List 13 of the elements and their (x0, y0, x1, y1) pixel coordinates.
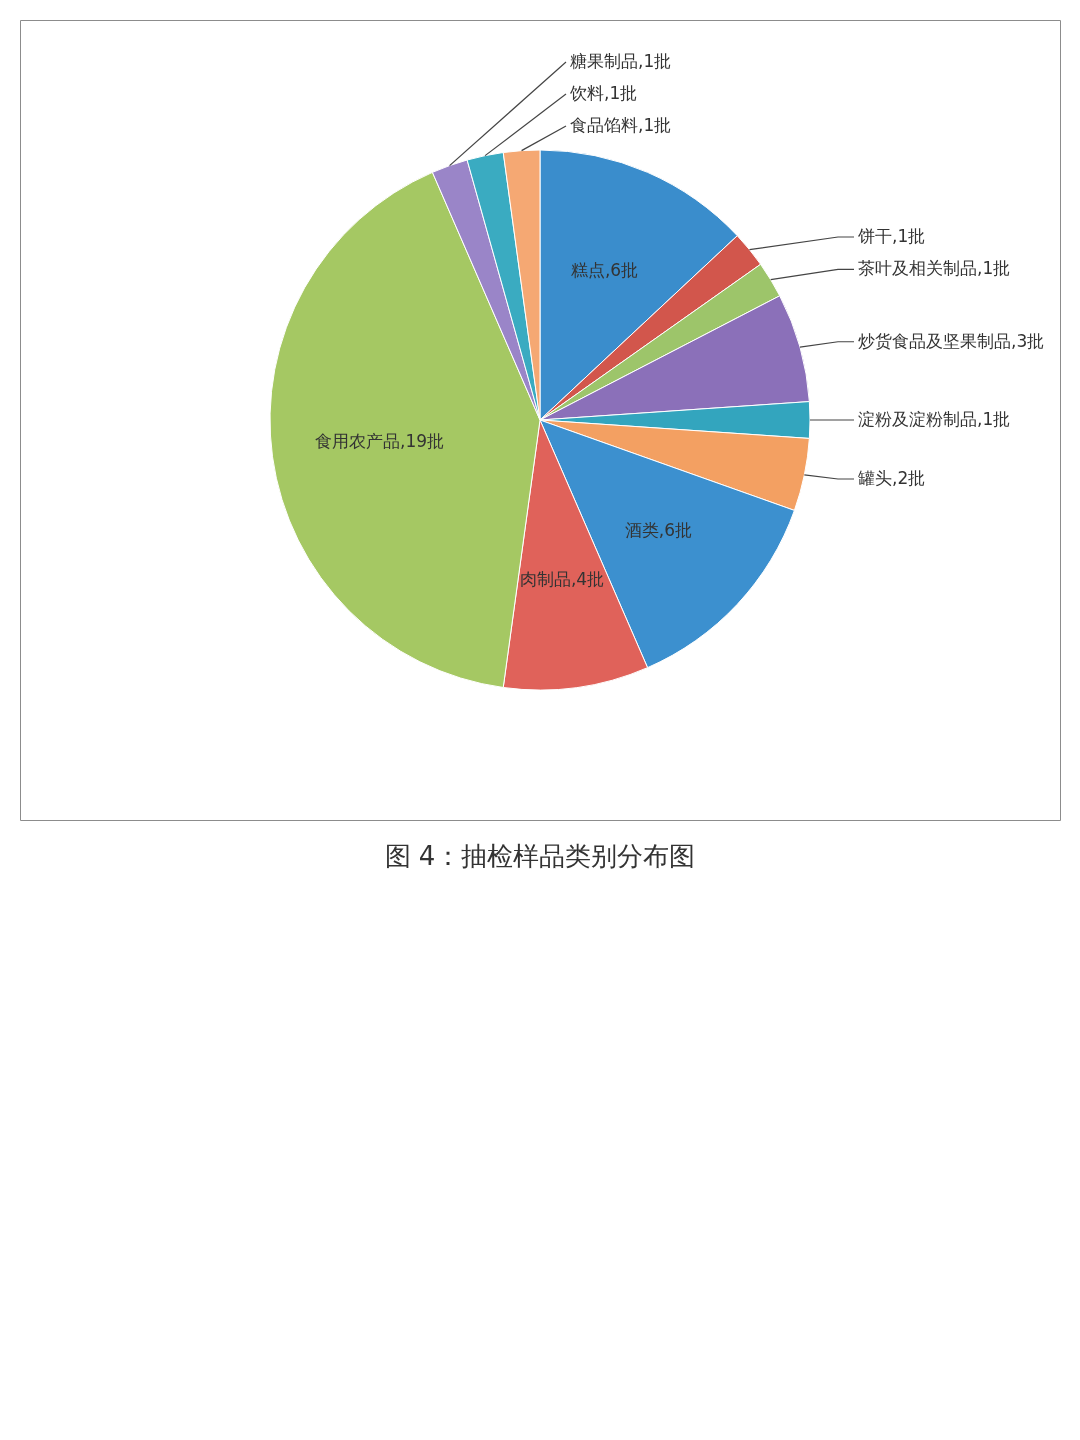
slice-label: 茶叶及相关制品,1批 (858, 258, 1011, 279)
slice-label: 糕点,6批 (570, 260, 639, 281)
slice-label: 酒类,6批 (624, 519, 693, 540)
slice-label: 糖果制品,1批 (570, 51, 672, 71)
slice-label: 肉制品,4批 (519, 569, 605, 590)
slice-label: 饮料,1批 (569, 83, 638, 103)
slice-label: 炒货食品及坚果制品,3批 (858, 330, 1045, 351)
slice-label: 淀粉及淀粉制品,1批 (858, 409, 1011, 429)
slice-label: 食用农产品,19批 (314, 431, 445, 452)
slice-label: 罐头,2批 (858, 468, 926, 488)
text: 图 4：抽检样品类别分布图 (384, 841, 696, 871)
slice-label: 食品馅料,1批 (570, 115, 672, 135)
slice-label: 饼干,1批 (857, 225, 926, 246)
